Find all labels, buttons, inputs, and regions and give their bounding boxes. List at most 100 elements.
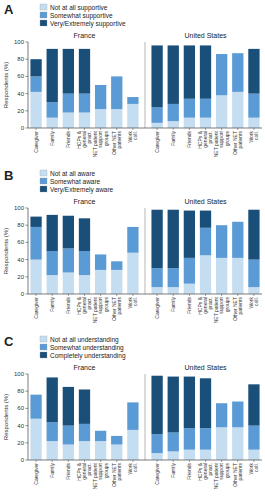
bar-segment — [30, 227, 41, 260]
x-tick — [189, 460, 190, 462]
bar-segment — [111, 435, 122, 436]
x-tick — [36, 294, 37, 296]
group-divider — [145, 208, 146, 294]
y-tick-label: 20 — [17, 440, 24, 446]
bar-segment — [111, 261, 122, 262]
legend-swatch — [40, 186, 47, 192]
legend-label: Somewhat supportive — [50, 12, 113, 20]
y-tick — [26, 42, 29, 43]
y-tick — [26, 425, 29, 426]
x-tick-label-line: Family — [49, 131, 55, 146]
legend-swatch — [40, 352, 47, 358]
x-tick-label-line: groups — [224, 463, 230, 479]
bar-segment — [248, 49, 259, 94]
bar-segment — [184, 211, 195, 258]
bar-segment — [63, 426, 74, 445]
x-tick-label-line: groups — [103, 131, 109, 147]
bar-segment — [47, 377, 58, 422]
x-tick-label-line: groups — [103, 297, 109, 313]
bar-segment — [111, 436, 122, 445]
x-tick-label: Other NETpatients — [232, 297, 243, 321]
legend-swatch — [40, 170, 47, 176]
x-tick-label: Friends — [186, 297, 192, 314]
bar-segment — [248, 287, 259, 294]
bar-segment — [47, 102, 58, 117]
x-tick — [237, 294, 238, 296]
bar-segment — [168, 45, 179, 103]
x-tick-label: NET patientsupportgroups — [213, 462, 229, 489]
legend-label: Not at all supportive — [50, 4, 108, 12]
bar-segment — [30, 217, 41, 227]
bar-segment — [127, 226, 138, 227]
x-tick-label-line: coll. — [253, 297, 259, 306]
x-tick — [132, 294, 133, 296]
bar-segment — [47, 422, 58, 441]
bar-segment — [200, 450, 211, 460]
x-tick — [116, 460, 117, 462]
x-tick-label: Family — [170, 131, 176, 146]
panel-title: B — [4, 168, 13, 183]
y-tick-label: 60 — [17, 239, 24, 245]
bar-segment — [47, 118, 58, 128]
legend-label: Completely understanding — [50, 352, 126, 360]
x-tick-label-line: Friends — [65, 463, 71, 480]
y-tick — [26, 225, 29, 226]
x-tick — [173, 128, 174, 130]
bar-segment — [248, 118, 259, 128]
bar-segment — [79, 218, 90, 251]
bar-segment — [63, 94, 74, 113]
x-tick — [84, 128, 85, 130]
x-tick-label: Caregiver — [154, 131, 160, 153]
x-tick — [253, 460, 254, 462]
bar-segment — [95, 85, 106, 109]
x-tick — [100, 460, 101, 462]
x-tick-label: Workcoll. — [127, 463, 138, 475]
group-title: United States — [185, 32, 228, 39]
x-tick — [68, 460, 69, 462]
x-tick-label-line: coll. — [253, 463, 259, 472]
x-tick-label: HCPs &generalpract. — [197, 462, 213, 480]
bar-segment — [232, 222, 243, 258]
x-tick-label: Workcoll. — [127, 297, 138, 309]
y-tick-label: 20 — [17, 274, 24, 280]
bar-segment — [95, 270, 106, 294]
y-tick-label: 40 — [17, 257, 24, 263]
bar-segment — [168, 210, 179, 268]
x-tick-label-line: Family — [170, 463, 176, 478]
x-tick-label: Family — [170, 463, 176, 478]
bar-segment — [151, 268, 162, 287]
x-tick-label-line: coll. — [253, 131, 259, 140]
bar-segment — [232, 53, 243, 92]
x-tick-label-line: Friends — [186, 297, 192, 314]
bar-segment — [63, 216, 74, 249]
group-title: France — [74, 32, 96, 39]
bar-segment — [111, 76, 122, 77]
x-tick-label: NET patientsupportgroups — [92, 296, 108, 323]
x-tick-label: Friends — [65, 131, 71, 148]
bar-segment — [248, 450, 259, 460]
bar-segment — [168, 121, 179, 128]
bar-segment — [248, 426, 259, 450]
x-tick-label: Workcoll. — [248, 463, 259, 475]
legend-swatch — [40, 4, 47, 10]
bar-segment — [79, 94, 90, 113]
x-tick — [221, 294, 222, 296]
bar-segment — [95, 430, 106, 431]
bar-segment — [79, 49, 90, 94]
bar-segment — [168, 451, 179, 460]
chart-container: ANot at all supportiveSomewhat supportiv… — [0, 0, 265, 500]
bar-segment — [216, 225, 227, 226]
x-axis-line — [28, 460, 262, 461]
panel: ANot at all supportiveSomewhat supportiv… — [3, 2, 262, 157]
bar-segment — [200, 255, 211, 294]
legend-label: Somewhat understanding — [50, 344, 124, 352]
chart-svg: ANot at all supportiveSomewhat supportiv… — [0, 0, 265, 500]
x-tick — [221, 460, 222, 462]
x-tick-label-line: Friends — [186, 463, 192, 480]
y-tick-label: 80 — [17, 56, 24, 62]
legend-swatch — [40, 344, 47, 350]
bar-segment — [184, 284, 195, 294]
bar-segment — [63, 248, 74, 272]
bar-segment — [151, 45, 162, 107]
x-tick-label-line: patients — [116, 463, 122, 481]
